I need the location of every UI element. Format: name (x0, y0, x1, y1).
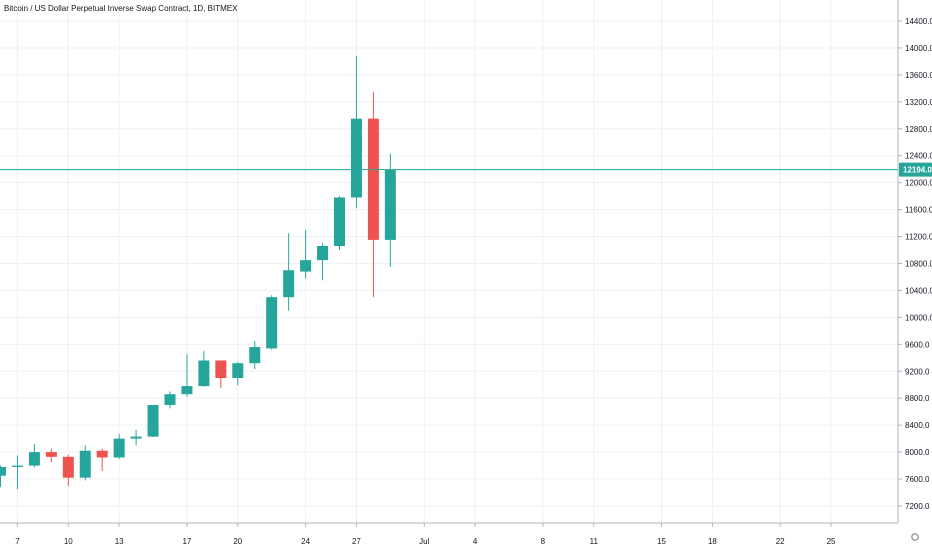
candle-body (164, 394, 176, 405)
candle-body (130, 436, 142, 439)
time-tick-label: 8 (541, 537, 546, 546)
time-tick-label: 18 (708, 537, 717, 546)
time-tick-label: Jul (419, 537, 429, 546)
candle[interactable] (11, 455, 23, 490)
candle-body (198, 360, 210, 387)
price-tick-label: 7600.0 (905, 475, 930, 484)
candle-body (113, 438, 125, 458)
candle[interactable] (62, 454, 74, 486)
price-tick-label: 10400.0 (905, 286, 932, 295)
candle[interactable] (28, 444, 40, 468)
candle[interactable] (198, 351, 210, 387)
candle-body (45, 452, 57, 457)
price-tick-label: 8400.0 (905, 421, 930, 430)
time-tick-label: 20 (233, 537, 242, 546)
candle[interactable] (45, 448, 57, 463)
settings-button[interactable] (899, 524, 932, 550)
candle-body (79, 450, 91, 478)
candle-body (384, 169, 396, 240)
current-price-label: 12194.0 (903, 166, 932, 175)
candle[interactable] (79, 445, 91, 481)
price-tick-label: 12000.0 (905, 179, 932, 188)
candle[interactable] (113, 433, 125, 459)
time-tick-label: 13 (115, 537, 124, 546)
candle-body (266, 297, 278, 349)
candle-body (283, 270, 295, 298)
candle[interactable] (147, 404, 159, 438)
candle[interactable] (317, 243, 329, 281)
candle-body (11, 465, 23, 467)
price-tick-label: 13600.0 (905, 71, 932, 80)
time-axis[interactable]: 7 10 13 17 20 24 27 Jul 4 8 11 15 18 22 25 (0, 522, 898, 546)
candle[interactable] (334, 196, 345, 251)
time-tick-label: 25 (827, 537, 836, 546)
price-tick-label: 11600.0 (905, 206, 932, 215)
price-tick-label: 10000.0 (905, 313, 932, 322)
time-tick-label: 27 (352, 537, 361, 546)
time-tick-label: 7 (15, 537, 20, 546)
price-tick-label: 8800.0 (905, 394, 930, 403)
time-tick-label: 24 (301, 537, 310, 546)
candle[interactable] (232, 361, 244, 386)
grid (0, 0, 898, 523)
price-tick-label: 12400.0 (905, 152, 932, 161)
price-tick-label: 11200.0 (905, 233, 932, 242)
current-price-badge (899, 162, 932, 177)
candle-body (96, 450, 108, 458)
candle-body (147, 404, 159, 437)
candle-body (249, 347, 261, 364)
candle[interactable] (300, 229, 312, 279)
time-tick-label: 10 (64, 537, 73, 546)
price-axis[interactable]: 14400.0 14000.0 13600.0 13200.0 12800.0 12400… (897, 0, 932, 550)
price-tick-label: 8000.0 (905, 448, 930, 457)
candle[interactable] (215, 360, 227, 389)
candle[interactable] (350, 56, 362, 209)
candle[interactable] (283, 233, 295, 311)
time-tick-label: 22 (776, 537, 785, 546)
candle-body (300, 260, 312, 272)
candle-body (350, 118, 362, 198)
price-tick-label: 7200.0 (905, 502, 930, 511)
candle-body (0, 466, 6, 476)
price-tick-label: 13200.0 (905, 98, 932, 107)
gear-icon[interactable] (899, 524, 932, 550)
current-price-marker: 12194.0 (0, 162, 932, 177)
gear-ring (911, 533, 919, 541)
candle[interactable] (181, 354, 193, 397)
time-tick-label: 4 (473, 537, 478, 546)
candle[interactable] (164, 391, 176, 409)
price-tick-label: 14000.0 (905, 44, 932, 53)
candle-body (181, 386, 193, 395)
candle[interactable] (266, 295, 278, 350)
time-tick-label: 11 (590, 537, 599, 546)
candle-body (367, 118, 379, 240)
candle[interactable] (130, 429, 142, 446)
time-tick-label: 17 (182, 537, 191, 546)
candle-body (62, 456, 74, 478)
price-tick-label: 14400.0 (905, 17, 932, 26)
candles[interactable] (0, 56, 396, 490)
price-tick-label: 9200.0 (905, 367, 930, 376)
candle[interactable] (384, 153, 396, 267)
candle[interactable] (0, 465, 6, 488)
time-tick-label: 15 (657, 537, 666, 546)
candle-body (232, 363, 244, 379)
candle-body (28, 452, 40, 466)
candle[interactable] (96, 448, 108, 471)
candle[interactable] (249, 340, 261, 370)
candle[interactable] (367, 91, 379, 298)
candle-body (334, 197, 345, 246)
chart-title: Bitcoin / US Dollar Perpetual Inverse Sw… (4, 4, 238, 13)
price-tick-label: 9600.0 (905, 340, 930, 349)
price-tick-label: 12800.0 (905, 125, 932, 134)
price-tick-label: 10800.0 (905, 260, 932, 269)
candle-body (215, 360, 227, 379)
candle-body (317, 245, 329, 261)
